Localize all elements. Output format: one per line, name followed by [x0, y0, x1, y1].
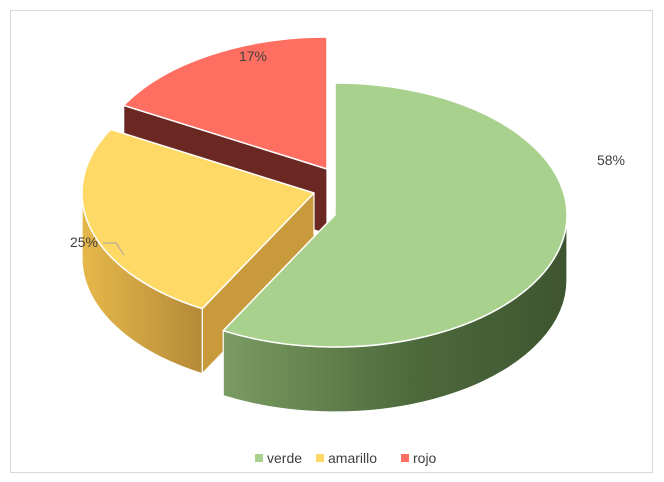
legend-label-rojo: rojo: [413, 450, 437, 466]
legend-marker-amarillo: [316, 454, 324, 462]
data-label-rojo: 17%: [239, 48, 267, 64]
legend-marker-rojo: [401, 454, 409, 462]
leader-line-amarillo: [103, 242, 125, 256]
legend-label-amarillo: amarillo: [328, 450, 377, 466]
legend-marker-verde: [255, 454, 263, 462]
data-label-verde: 58%: [597, 152, 625, 168]
legend-label-verde: verde: [267, 450, 302, 466]
data-label-amarillo: 25%: [70, 234, 98, 250]
pie-slice-verde: [222, 82, 568, 348]
pie-slice-amarillo: [81, 128, 315, 310]
pie-slice-rojo: [122, 36, 328, 170]
